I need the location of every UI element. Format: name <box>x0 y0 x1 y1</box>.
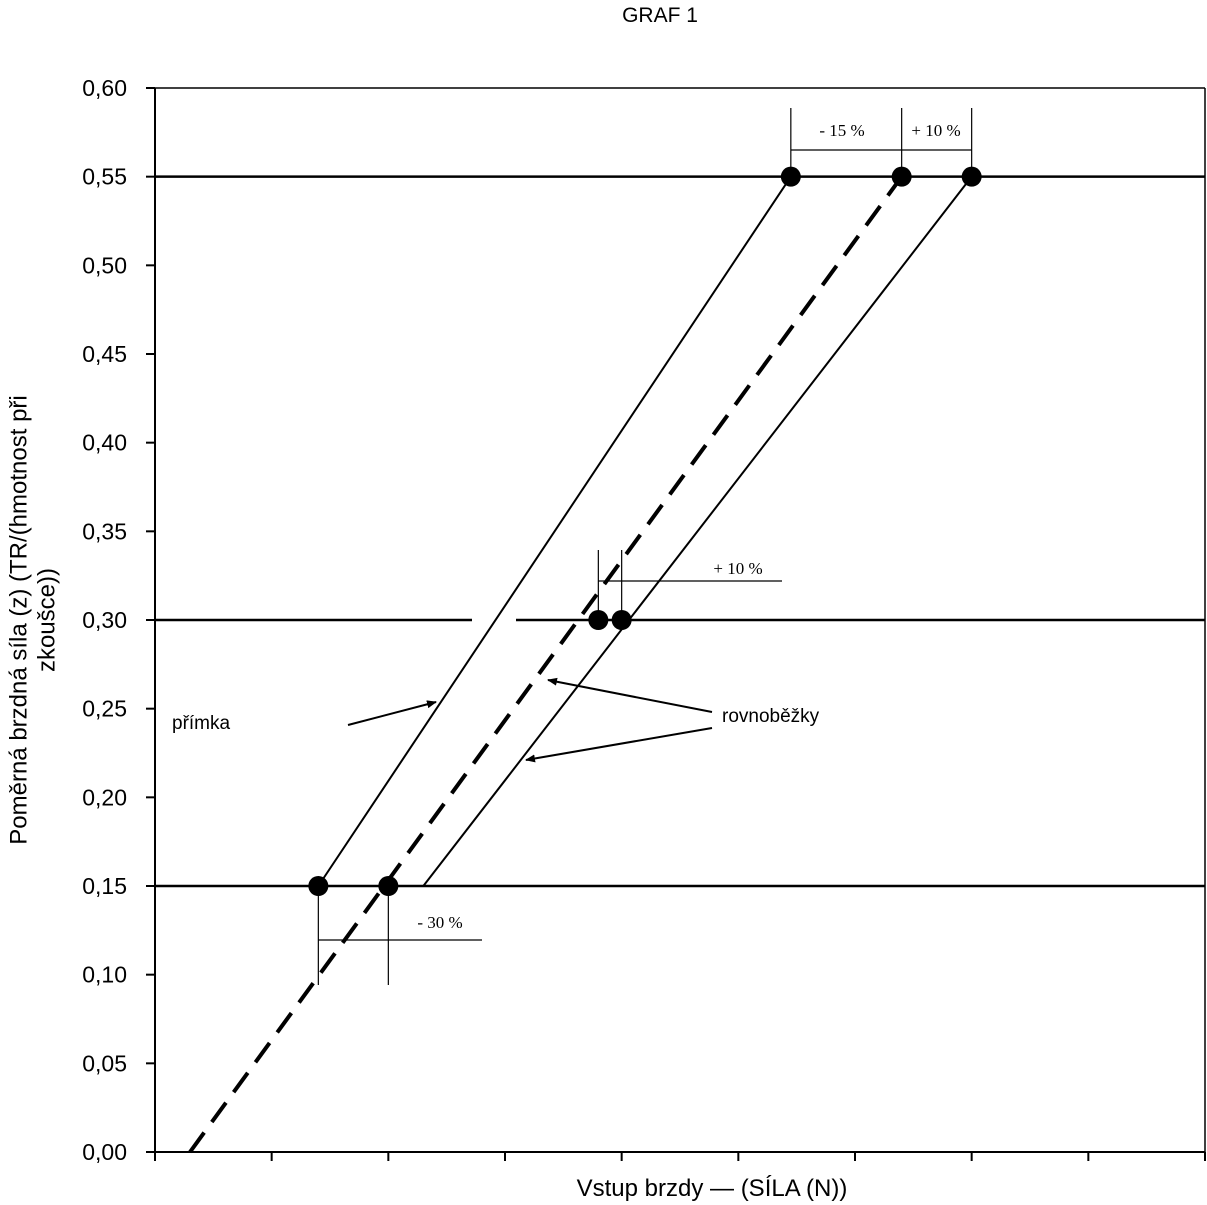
y-tick-label: 0,35 <box>82 518 127 544</box>
minus30-label: - 30 % <box>417 913 462 932</box>
x-axis-ticks <box>154 1152 1206 1161</box>
data-point <box>891 166 912 187</box>
y-axis-label-line1: Poměrná brzdná síla (z) (TR/(hmotnost př… <box>5 395 32 844</box>
rovnobezky-arrow-lower <box>525 727 713 763</box>
plus10-mid-label: + 10 % <box>713 559 762 578</box>
y-axis-label: Poměrná brzdná síla (z) (TR/(hmotnost př… <box>5 395 60 844</box>
chart-title: GRAF 1 <box>622 4 698 27</box>
rovnobezka-line <box>317 176 792 887</box>
plus10-top-label: + 10 % <box>911 121 960 140</box>
y-tick-label: 0,55 <box>82 164 127 190</box>
y-axis-ticks: 0,00 0,05 0,10 0,15 0,20 0,25 0,30 0,35 0,40 0,45… <box>82 75 155 1165</box>
series-lines <box>188 175 973 1154</box>
y-tick-label: 0,15 <box>82 873 127 899</box>
x-axis-label: Vstup brzdy — (SÍLA (N)) <box>577 1175 848 1202</box>
y-tick-label: 0,60 <box>82 75 127 101</box>
y-tick-label: 0,20 <box>82 784 127 810</box>
data-point <box>961 166 982 187</box>
measurement-brackets <box>317 108 973 985</box>
y-axis-label-line2: zkoušce)) <box>33 568 60 672</box>
minus15-label: - 15 % <box>819 121 864 140</box>
data-points <box>308 166 982 896</box>
data-point <box>780 166 801 187</box>
rovnobezky-label: rovnoběžky <box>722 706 820 727</box>
primka-label: přímka <box>172 713 231 734</box>
data-point <box>308 876 329 896</box>
y-tick-label: 0,40 <box>82 430 127 456</box>
y-tick-label: 0,10 <box>82 962 127 988</box>
rovnobezka-line <box>422 176 973 887</box>
data-point <box>378 876 399 896</box>
y-tick-label: 0,25 <box>82 696 127 722</box>
annotation-arrows <box>347 677 713 763</box>
primka-line <box>188 175 904 1154</box>
reference-lines <box>155 175 1205 888</box>
y-tick-label: 0,00 <box>82 1139 127 1165</box>
y-tick-label: 0,50 <box>82 252 127 278</box>
data-point <box>611 610 632 630</box>
y-tick-label: 0,05 <box>82 1050 127 1076</box>
y-tick-label: 0,30 <box>82 607 127 633</box>
data-point <box>588 610 609 630</box>
rovnobezky-arrow-upper <box>547 677 713 713</box>
primka-arrow <box>347 700 437 726</box>
y-tick-label: 0,45 <box>82 341 127 367</box>
